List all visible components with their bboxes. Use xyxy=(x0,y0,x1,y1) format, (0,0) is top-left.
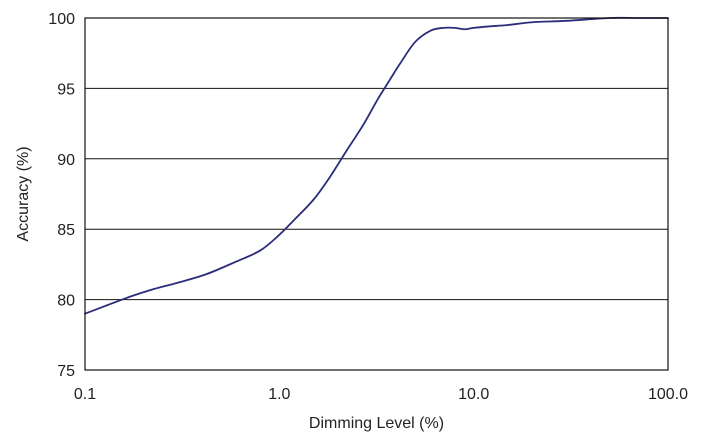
x-axis-label: Dimming Level (%) xyxy=(309,415,444,432)
x-tick-label: 0.1 xyxy=(74,386,96,403)
grid-layer xyxy=(85,87,668,301)
plot-frame xyxy=(84,17,669,371)
series-layer xyxy=(84,16,669,315)
x-tick-label: 10.0 xyxy=(458,386,489,403)
y-tick-labels: 75 80 85 90 95 100 xyxy=(48,11,75,380)
x-tick-label: 100.0 xyxy=(648,386,688,403)
y-tick-label: 75 xyxy=(57,363,75,380)
y-tick-label: 80 xyxy=(57,293,75,310)
y-tick-label: 90 xyxy=(57,152,75,169)
x-tick-label: 1.0 xyxy=(268,386,290,403)
y-tick-label: 85 xyxy=(57,222,75,239)
y-tick-label: 95 xyxy=(57,81,75,98)
y-axis-label: Accuracy (%) xyxy=(15,146,32,241)
series-line xyxy=(84,16,669,315)
x-tick-labels: 0.1 1.0 10.0 100.0 xyxy=(74,386,688,403)
y-tick-label: 100 xyxy=(48,11,75,28)
